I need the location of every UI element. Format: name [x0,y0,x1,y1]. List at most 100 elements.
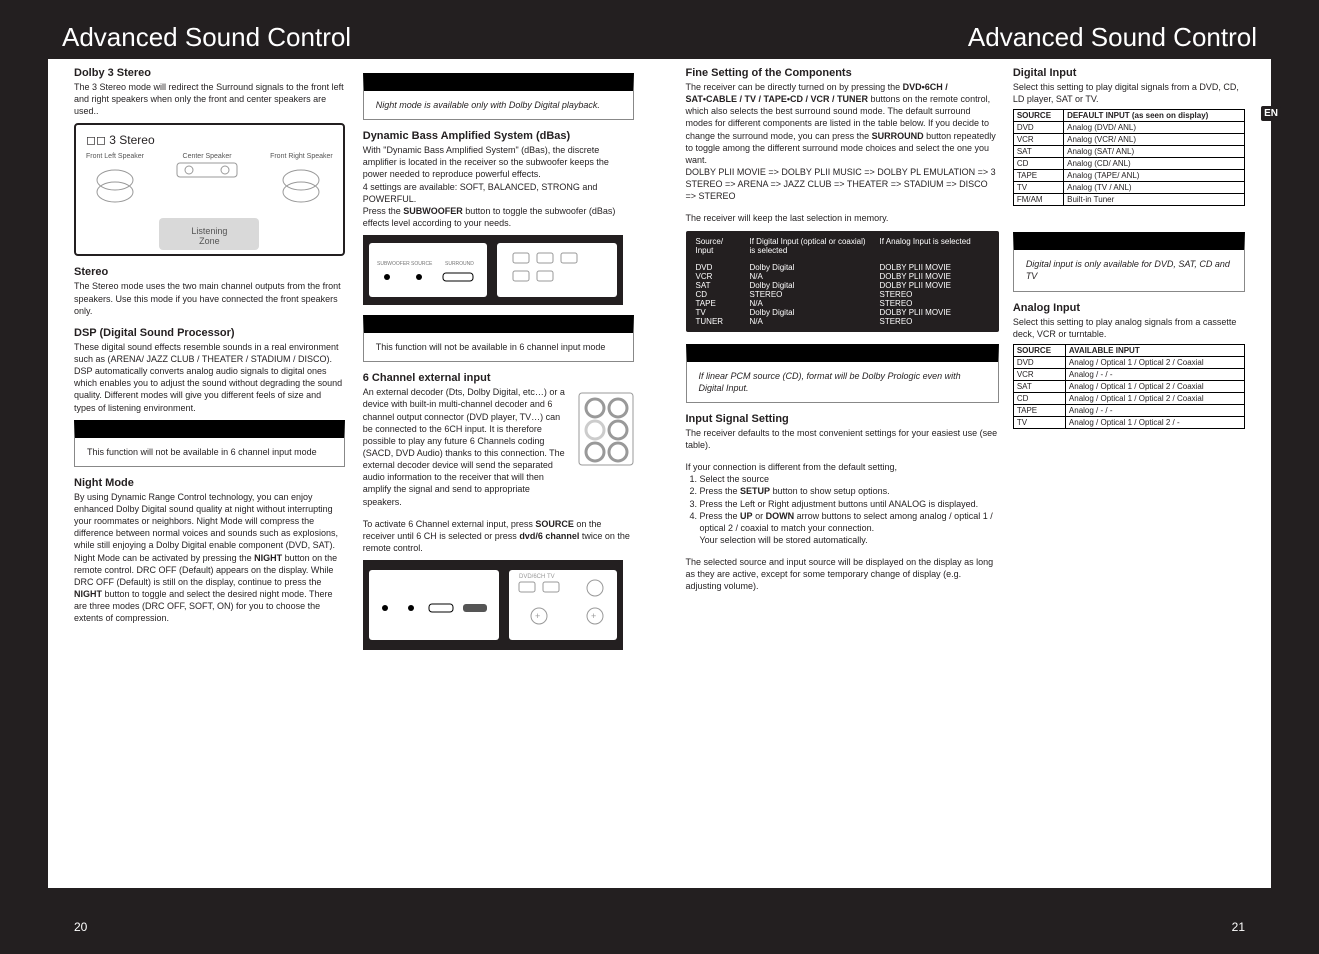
td: Built-in Tuner [1064,194,1245,206]
lang-badge: EN [1261,106,1281,121]
td: DVD [1013,356,1065,368]
td: Analog (TAPE/ ANL) [1064,170,1245,182]
th: AVAILABLE INPUT [1065,344,1244,356]
td: Analog (TV / ANL) [1064,182,1245,194]
left-col-A: Dolby 3 Stereo The 3 Stereo mode will re… [74,67,345,660]
dr: STEREO [880,317,989,326]
td: TAPE [1013,404,1065,416]
note-night-text: Night mode is available only with Dolby … [376,99,621,111]
td: Analog / Optical 1 / Optical 2 / Coaxial [1065,392,1244,404]
td: Analog (VCR/ ANL) [1064,134,1245,146]
td: Analog (SAT/ ANL) [1064,146,1245,158]
inputsig-title: Input Signal Setting [686,413,999,425]
anainput-title: Analog Input [1013,302,1245,314]
inputsig-list: Select the source Press the SETUP button… [686,473,999,546]
digital-analog-table: Source/ Input If Digital Input (optical … [686,231,999,332]
night-btn-1: NIGHT [254,553,282,563]
dbas-p1: With "Dynamic Bass Amplified System" (dB… [363,144,634,180]
dr: DOLBY PLII MOVIE [880,263,989,272]
dr: STEREO [750,290,870,299]
diginput-p1: Select this setting to play digital sign… [1013,81,1245,105]
ch6-p2a: To activate 6 Channel external input, pr… [363,519,536,529]
td: SAT [1013,380,1065,392]
speaker-center: Center Speaker [175,153,239,184]
up-btn: UP [740,511,753,521]
down-btn: DOWN [766,511,795,521]
speaker-center-label: Center Speaker [183,153,232,160]
td: Analog (CD/ ANL) [1064,158,1245,170]
inputsig-l2: Press the SETUP button to show setup opt… [700,485,999,497]
svg-text:TV: TV [547,574,555,580]
page-number-left: 20 [74,920,87,934]
right-col-B: Digital Input Select this setting to pla… [1013,67,1245,593]
td: CD [1013,392,1065,404]
dr: TAPE [696,299,740,308]
dr: DOLBY PLII MOVIE [880,272,989,281]
surround-btn: SURROUND [872,131,924,141]
dolby3-title: Dolby 3 Stereo [74,67,345,79]
stereo-title: Stereo [74,266,345,278]
th: DEFAULT INPUT (as seen on display) [1064,110,1245,122]
td: TV [1013,182,1063,194]
dr: DOLBY PLII MOVIE [880,281,989,290]
left-col-B: Night mode is available only with Dolby … [363,67,634,660]
dbas-p3: Press the SUBWOOFER button to toggle the… [363,205,634,229]
night-title: Night Mode [74,477,345,489]
night-body: By using Dynamic Range Control technolog… [74,491,345,625]
inputsig-l4: Press the UP or DOWN arrow buttons to se… [700,510,999,546]
svg-text:+: + [591,611,596,621]
l2b: button to show setup options. [773,486,890,496]
note-diginput: Digital input is only available for DVD,… [1013,232,1245,291]
ch6-p2: To activate 6 Channel external input, pr… [363,518,634,554]
td: Analog / Optical 1 / Optical 2 / Coaxial [1065,380,1244,392]
fine-title: Fine Setting of the Components [686,67,999,79]
td: CD [1013,158,1063,170]
dr: TV [696,308,740,317]
diginput-table: SOURCEDEFAULT INPUT (as seen on display)… [1013,109,1245,206]
note-dbas-text: This function will not be available in 6… [376,341,621,353]
note-dbas: This function will not be available in 6… [363,315,634,362]
dbas-title: Dynamic Bass Amplified System (dBas) [363,130,634,142]
dr: CD [696,290,740,299]
fine-chain: DOLBY PLII MOVIE => DOLBY PLII MUSIC => … [686,166,999,202]
td: VCR [1013,134,1063,146]
fine-p1: The receiver can be directly turned on b… [686,81,999,166]
speaker-left: Front Left Speaker [86,153,144,210]
speaker-right-label: Front Right Speaker [270,153,333,160]
dsp-body: These digital sound effects resemble sou… [74,341,345,414]
dr: N/A [750,272,870,281]
fine-p2: The receiver will keep the last selectio… [686,212,999,224]
header-left: Advanced Sound Control [48,18,660,59]
dr: Dolby Digital [750,281,870,290]
td: TV [1013,416,1065,428]
td: Analog (DVD/ ANL) [1064,122,1245,134]
svg-text:+: + [535,611,540,621]
speaker-right-icon [278,160,324,206]
center-speaker-icon [175,160,239,180]
dr: VCR [696,272,740,281]
dvd6-btn: dvd/6 channel [519,531,579,541]
l4c: Your selection will be stored automatica… [700,535,868,545]
note-night: Night mode is available only with Dolby … [363,73,634,120]
source-btn: SOURCE [535,519,574,529]
dr: STEREO [880,299,989,308]
td: Analog / - / - [1065,368,1244,380]
note-dsp: This function will not be available in 6… [74,420,345,467]
svg-text:SUBWOOFER: SUBWOOFER [377,261,410,267]
dtbl-h-b: If Digital Input (optical or coaxial) is… [750,237,870,255]
td: SAT [1013,146,1063,158]
dr: Dolby Digital [750,308,870,317]
dbas-p3a: Press the [363,206,404,216]
note-dsp-text: This function will not be available in 6… [87,446,332,458]
ch6-title: 6 Channel external input [363,372,634,384]
dtbl-h-c: If Analog Input is selected [880,237,989,255]
diagram-title: ◻◻ 3 Stereo [86,133,333,147]
td: Analog / Optical 1 / Optical 2 / - [1065,416,1244,428]
page-frame: Advanced Sound Control 20 Dolby 3 Stereo… [0,0,1319,954]
dbas-p2: 4 settings are available: SOFT, BALANCED… [363,181,634,205]
dr: N/A [750,299,870,308]
note-pcm: If linear PCM source (CD), format will b… [686,344,999,403]
inputsig-p2: If your connection is different from the… [686,461,999,473]
setup-btn: SETUP [740,486,770,496]
receiver-panel-svg: SUBWOOFER SOURCE SURROUND [363,235,623,305]
